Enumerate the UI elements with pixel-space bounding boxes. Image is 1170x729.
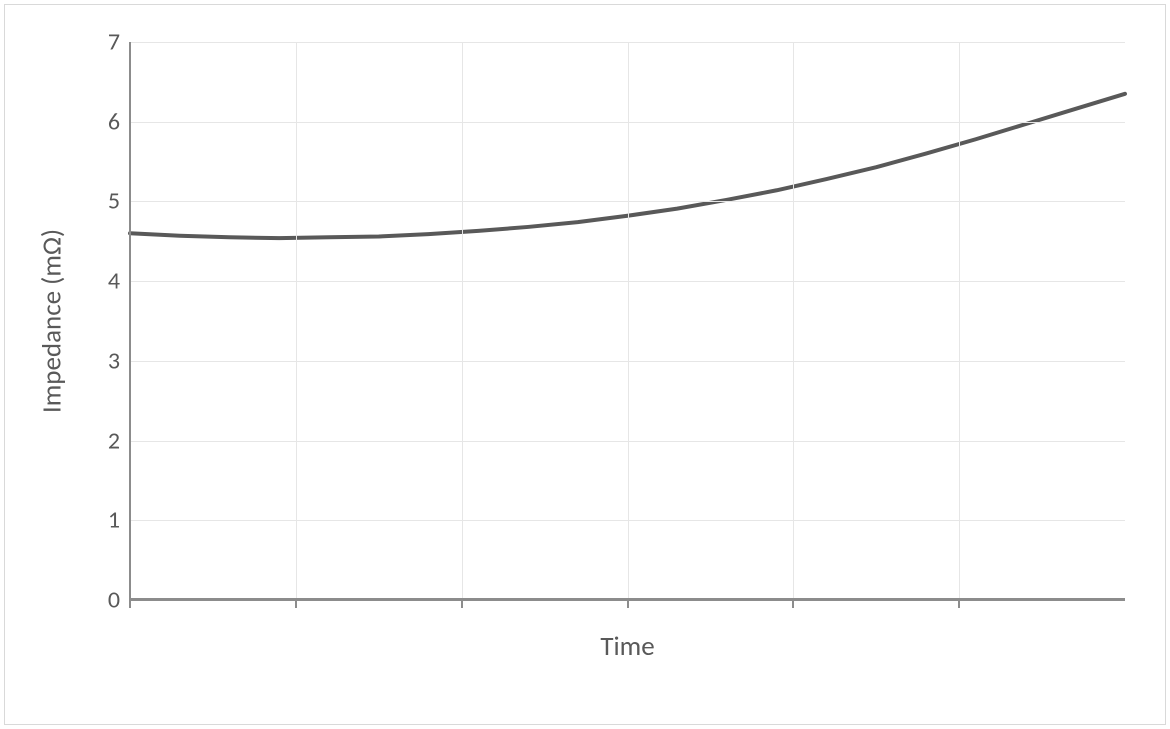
y-axis-tick-label: 2	[90, 426, 120, 455]
grid-line-horizontal	[130, 201, 1125, 202]
x-axis-tick-mark	[958, 600, 960, 608]
y-axis-tick-label: 3	[90, 346, 120, 375]
grid-line-vertical	[959, 42, 960, 600]
y-axis-title: Impedance (mΩ)	[36, 229, 69, 413]
grid-line-vertical	[296, 42, 297, 600]
y-axis-tick-label: 5	[90, 187, 120, 216]
x-axis-tick-mark	[627, 600, 629, 608]
grid-line-horizontal	[130, 42, 1125, 43]
grid-line-horizontal	[130, 122, 1125, 123]
x-axis-tick-mark	[295, 600, 297, 608]
y-axis-tick-label: 1	[90, 506, 120, 535]
grid-line-horizontal	[130, 520, 1125, 521]
x-axis-tick-mark	[461, 600, 463, 608]
plot-area	[130, 42, 1125, 600]
x-axis-tick-mark	[129, 600, 131, 608]
chart-container: 0 1 2 3 4 5 6 7 Impedance (mΩ) Time	[0, 0, 1170, 729]
grid-line-vertical	[462, 42, 463, 600]
grid-line-vertical	[628, 42, 629, 600]
x-axis-title: Time	[600, 630, 654, 663]
y-axis-tick-label: 4	[90, 267, 120, 296]
y-axis-tick-label: 6	[90, 107, 120, 136]
x-axis-tick-mark	[792, 600, 794, 608]
grid-line-vertical	[793, 42, 794, 600]
grid-line-horizontal	[130, 361, 1125, 362]
grid-line-horizontal	[130, 281, 1125, 282]
y-axis-line	[129, 42, 131, 600]
y-axis-tick-label: 0	[90, 586, 120, 615]
y-axis-tick-label: 7	[90, 28, 120, 57]
grid-line-horizontal	[130, 441, 1125, 442]
